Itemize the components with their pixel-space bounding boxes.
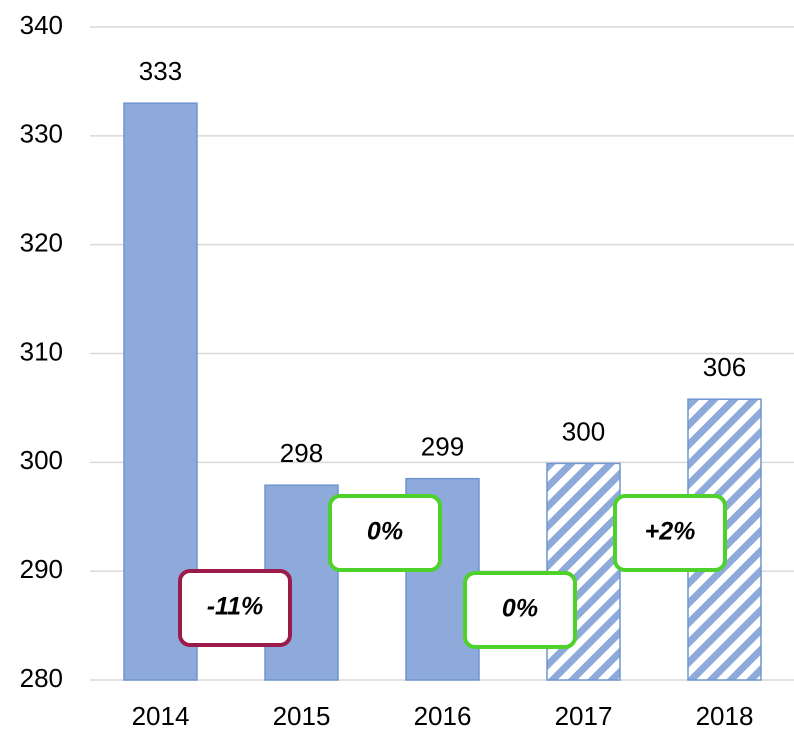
annotation-text: 0% <box>367 518 403 546</box>
y-tick-label: 290 <box>20 554 63 584</box>
y-tick-label: 340 <box>20 10 63 40</box>
y-tick-label: 280 <box>20 663 63 693</box>
x-tick-label: 2016 <box>414 701 472 731</box>
y-tick-label: 310 <box>20 336 63 366</box>
value-label: 306 <box>703 352 746 382</box>
value-label: 300 <box>562 416 605 446</box>
annotation-text: 0% <box>502 595 538 623</box>
x-tick-label: 2018 <box>696 701 754 731</box>
x-tick-label: 2017 <box>555 701 613 731</box>
annotation-text: +2% <box>645 518 696 546</box>
annotation-box <box>463 571 577 649</box>
annotation-box <box>178 569 292 647</box>
y-tick-label: 300 <box>20 445 63 475</box>
y-tick-label: 330 <box>20 119 63 149</box>
value-label: 298 <box>280 438 323 468</box>
annotation-box <box>613 494 727 572</box>
x-tick-label: 2014 <box>132 701 190 731</box>
x-tick-label: 2015 <box>273 701 331 731</box>
value-label: 299 <box>421 432 464 462</box>
annotation-box <box>328 494 442 572</box>
annotation-text: -11% <box>207 593 264 621</box>
y-tick-label: 320 <box>20 228 63 258</box>
value-label: 333 <box>139 56 182 86</box>
